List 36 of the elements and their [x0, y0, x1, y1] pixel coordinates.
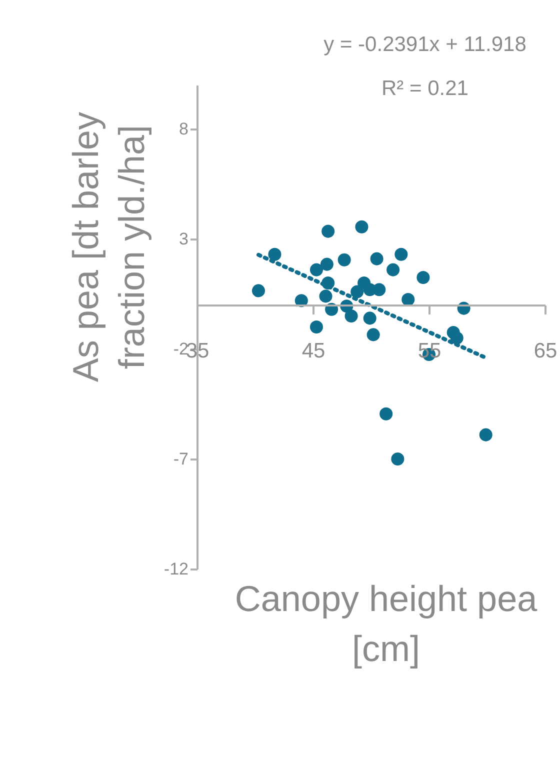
point: [320, 258, 334, 271]
point: [350, 285, 364, 298]
point: [479, 428, 492, 442]
x-tick-label: 65: [534, 340, 558, 362]
y-tick-label: -2: [173, 340, 188, 358]
point: [319, 290, 332, 303]
point: [402, 292, 415, 306]
y-tick-label: -7: [173, 450, 188, 468]
point: [366, 328, 380, 342]
y-tick-label: 8: [179, 120, 188, 138]
point: [268, 248, 282, 261]
point: [310, 263, 323, 276]
point: [322, 276, 335, 290]
x-tick-label: 45: [302, 340, 326, 362]
annotation: R² = 0.21: [382, 77, 468, 100]
x-axis-title: Canopy height pea [cm]: [234, 578, 538, 669]
x-tick-label: 55: [418, 340, 442, 362]
point: [355, 220, 368, 234]
y-tick-label: 3: [179, 230, 188, 248]
point: [252, 284, 265, 298]
y-axis-title: As pea [dt barley fraction yld./ha]: [65, 112, 152, 382]
point: [363, 312, 376, 325]
point: [370, 252, 384, 266]
text: y = -0.2391x + 11.918: [324, 33, 526, 56]
point: [386, 263, 400, 276]
point: [380, 407, 393, 420]
point: [338, 253, 351, 266]
point: [450, 331, 464, 345]
y-tick-label: -12: [164, 560, 188, 578]
point: [310, 320, 323, 334]
point: [372, 283, 386, 296]
point: [394, 248, 408, 261]
point: [416, 270, 430, 284]
point: [391, 452, 404, 466]
point: [322, 224, 335, 238]
point: [344, 309, 358, 323]
